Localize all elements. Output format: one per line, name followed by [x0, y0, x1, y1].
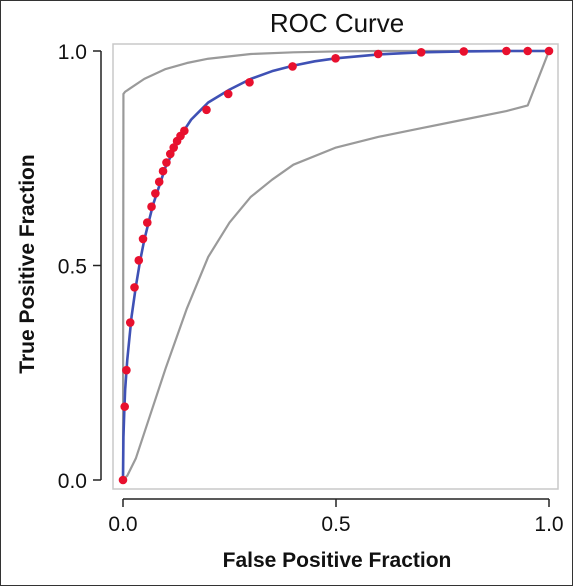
lower-confidence-bound-line — [122, 50, 551, 481]
roc-operating-point — [544, 46, 554, 56]
roc-operating-point — [151, 189, 160, 198]
x-tick-label: 1.0 — [534, 513, 563, 536]
roc-operating-point — [373, 49, 383, 59]
y-tick-label: 0.0 — [58, 470, 87, 493]
roc-operating-point — [125, 318, 135, 327]
roc-operating-point — [523, 46, 532, 56]
roc-operating-point — [158, 166, 168, 176]
roc-operating-point — [416, 47, 426, 57]
roc-operating-point — [142, 218, 152, 227]
roc-operating-point — [169, 143, 178, 152]
plot-area-border — [112, 43, 559, 490]
roc-operating-point — [223, 89, 233, 99]
operating-points-group — [118, 46, 554, 485]
roc-operating-point — [134, 256, 144, 265]
roc-operating-point — [180, 126, 189, 136]
confidence-bounds — [121, 49, 551, 481]
axes — [100, 51, 549, 500]
x-axis-label: False Positive Fraction — [223, 549, 452, 572]
x-tick-label: 0.0 — [108, 513, 137, 536]
y-tick-label: 1.0 — [58, 41, 87, 64]
y-axis-label: True Positive Fraction — [16, 154, 39, 373]
x-axis-ticks: 0.0 0.5 1.0 — [108, 499, 564, 536]
roc-operating-point — [147, 202, 156, 212]
roc-operating-point — [245, 78, 254, 87]
roc-operating-point — [502, 46, 511, 56]
roc-operating-point — [459, 47, 469, 56]
roc-operating-point — [120, 402, 130, 411]
chart-title: ROC Curve — [270, 8, 404, 38]
y-axis-ticks: 0.0 0.5 1.0 — [58, 41, 101, 493]
roc-operating-point — [331, 53, 340, 63]
roc-operating-point — [288, 62, 297, 71]
roc-operating-point — [118, 475, 128, 485]
roc-operating-point — [130, 283, 139, 292]
roc-operating-point — [162, 158, 171, 167]
roc-operating-point — [138, 234, 148, 244]
roc-operating-point — [154, 177, 164, 187]
roc-operating-point — [165, 149, 175, 159]
roc-operating-point — [122, 365, 131, 375]
y-tick-label: 0.5 — [58, 256, 87, 279]
x-tick-label: 0.5 — [321, 513, 350, 536]
roc-operating-point — [202, 105, 211, 115]
